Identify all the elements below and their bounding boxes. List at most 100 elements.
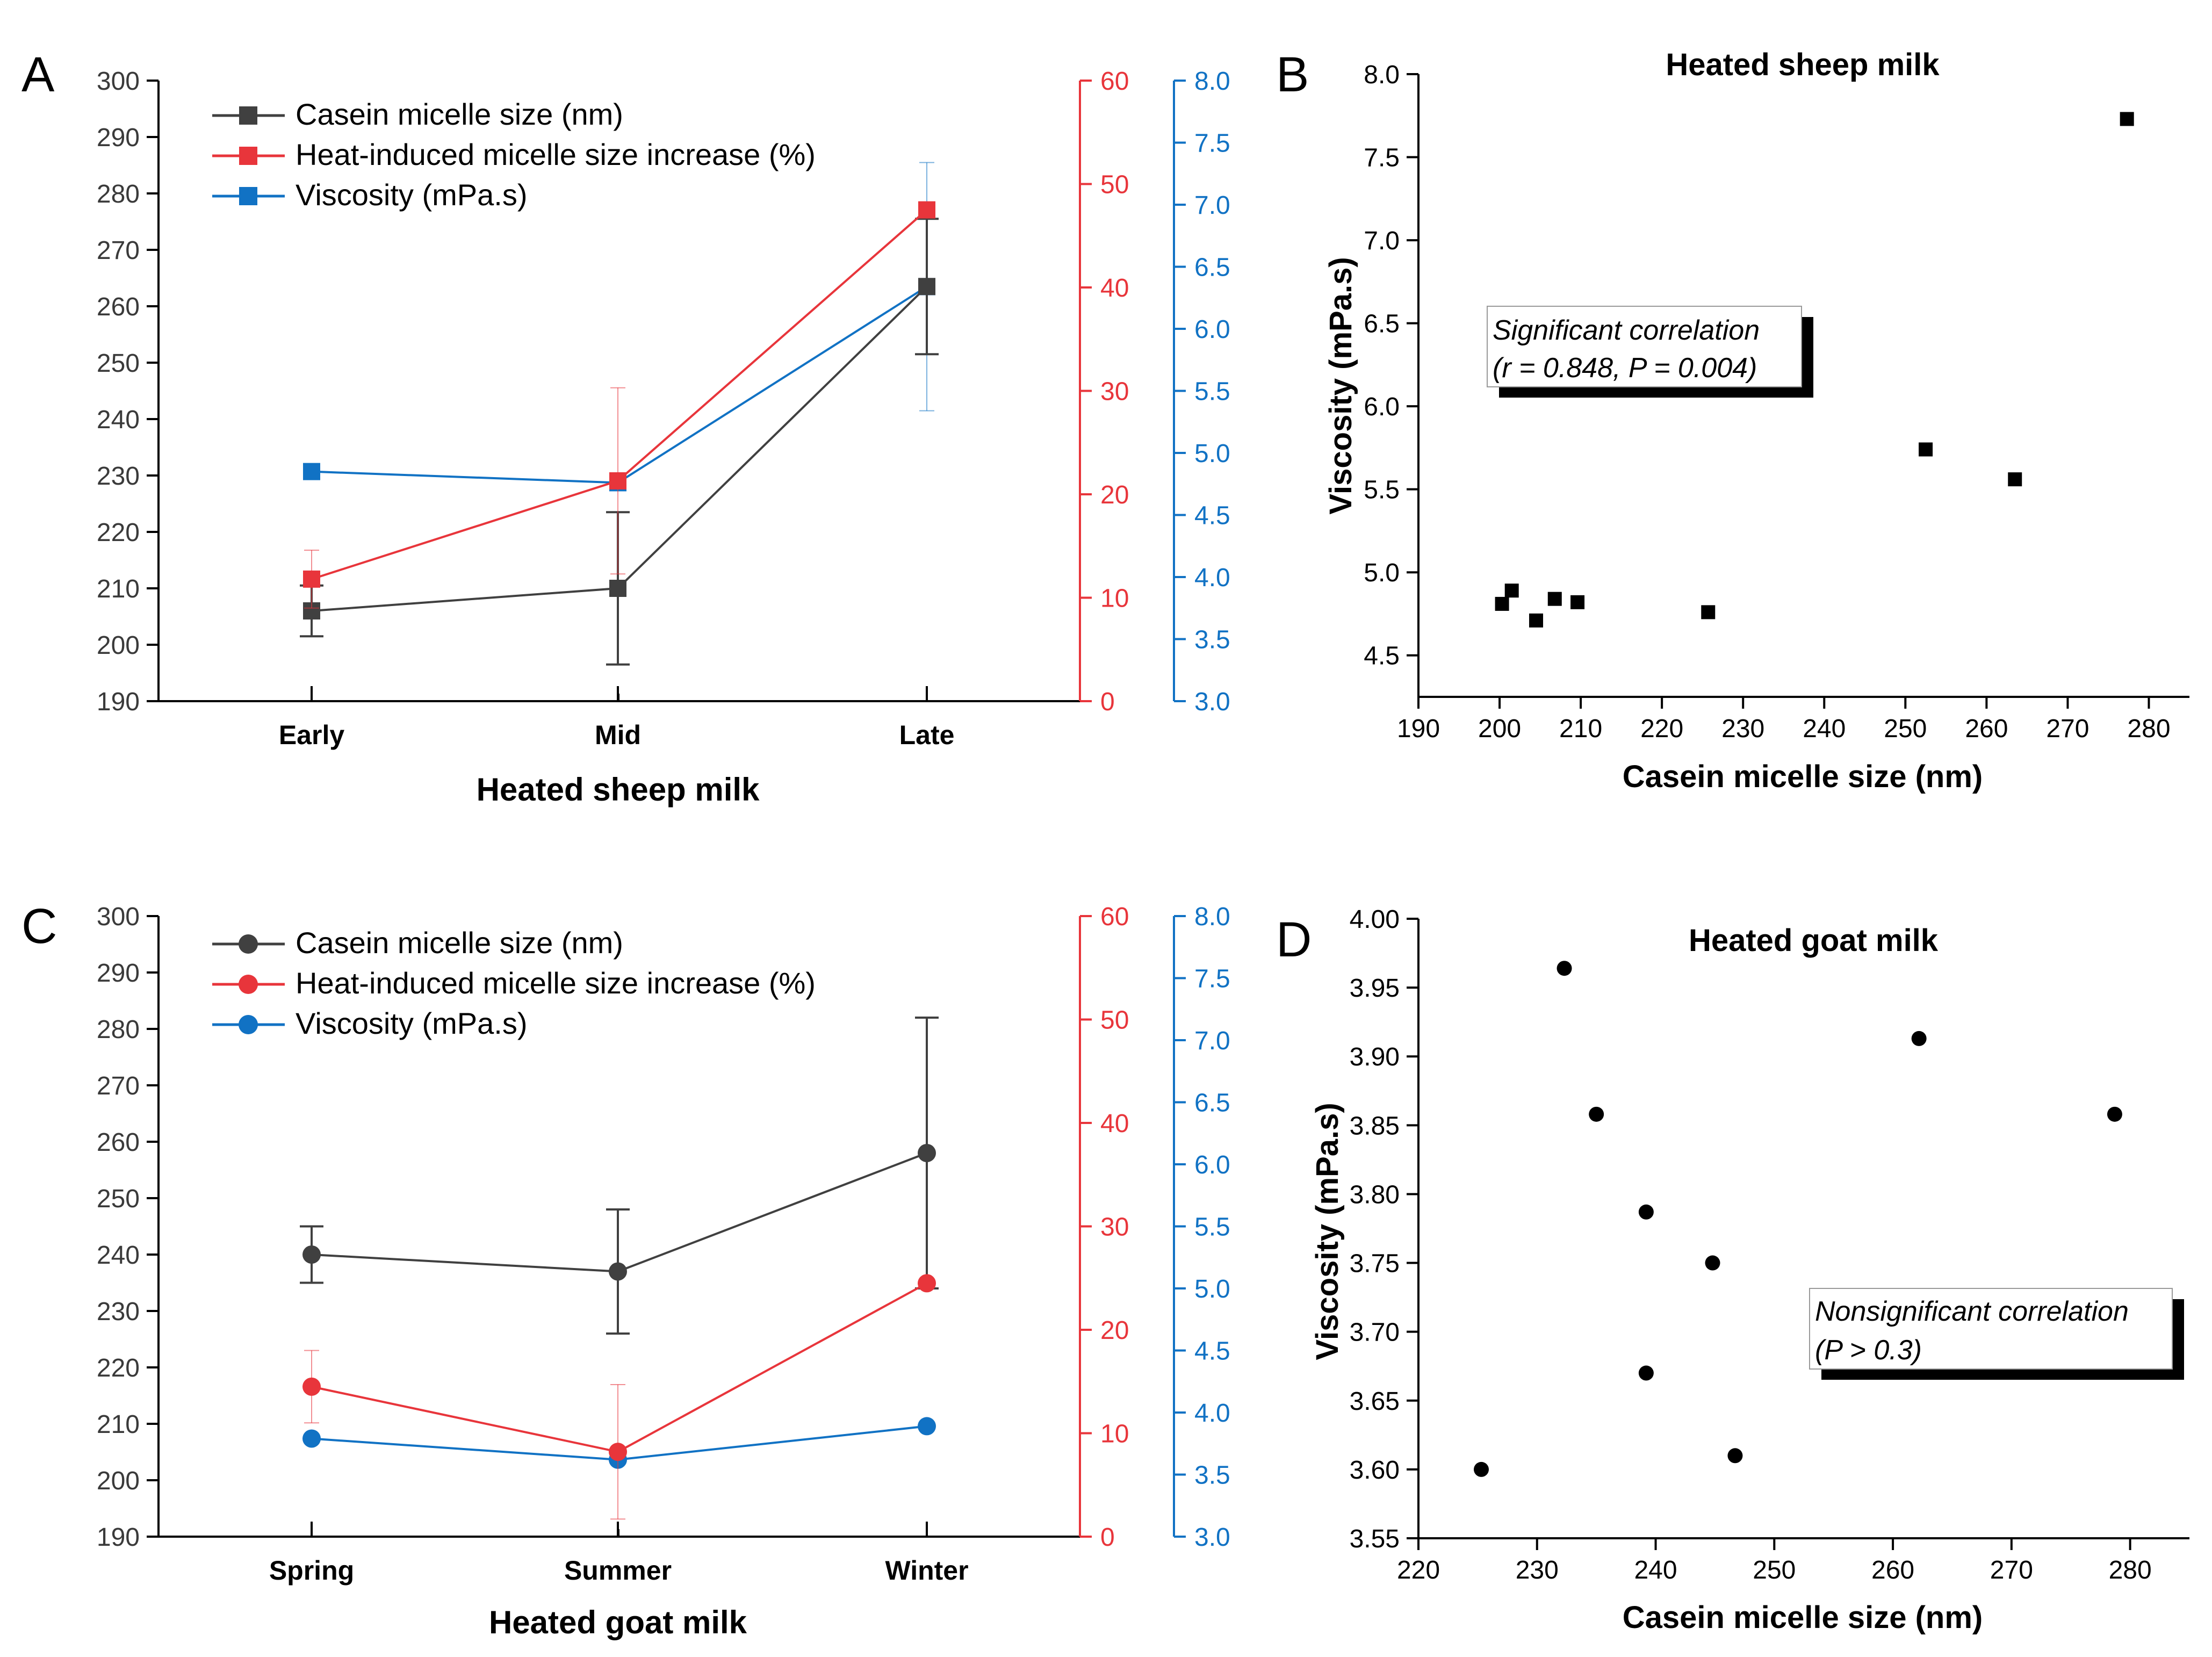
x-tick-label: Late — [899, 720, 955, 750]
panel-b-title: Heated sheep milk — [1666, 47, 1940, 82]
annotation-line-1: Significant correlation — [1493, 315, 1760, 346]
data-point — [1701, 605, 1716, 619]
y-tick-label: 5.5 — [1364, 476, 1400, 505]
legend-label-size: Casein micelle size (nm) — [296, 926, 623, 960]
y-tick-label: 6.0 — [1364, 393, 1400, 421]
data-point — [1589, 1106, 1604, 1122]
x-tick-label: 230 — [1516, 1556, 1559, 1584]
y-tick-label: 270 — [97, 1072, 140, 1100]
y-tick-label: 250 — [97, 1185, 140, 1213]
y-tick-label-red: 40 — [1100, 274, 1129, 302]
y-tick-label: 250 — [97, 349, 140, 378]
y-tick-label-blue: 7.0 — [1194, 191, 1230, 220]
y-tick-label-blue: 4.5 — [1194, 502, 1230, 530]
y-tick-label: 3.85 — [1350, 1112, 1400, 1140]
y-tick-label-blue: 6.0 — [1194, 1151, 1230, 1179]
y-tick-label-blue: 3.0 — [1194, 688, 1230, 716]
panel-b-ylabel: Viscosity (mPa.s) — [1323, 257, 1358, 514]
y-tick-label-blue: 6.5 — [1194, 1089, 1230, 1118]
data-point — [1727, 1448, 1743, 1464]
panel-b-annotation: Significant correlation (r = 0.848, P = … — [1487, 306, 1813, 398]
y-tick-label-blue: 3.0 — [1194, 1523, 1230, 1552]
y-tick-label: 240 — [97, 1241, 140, 1270]
annotation-line-1: Nonsignificant correlation — [1815, 1296, 2129, 1327]
data-point — [918, 1144, 936, 1162]
y-tick-label-blue: 4.5 — [1194, 1337, 1230, 1366]
y-tick-label-blue: 6.5 — [1194, 254, 1230, 282]
y-tick-label: 260 — [97, 1128, 140, 1157]
y-tick-label-blue: 8.0 — [1194, 67, 1230, 96]
y-tick-label: 200 — [97, 1467, 140, 1495]
data-point — [1638, 1365, 1654, 1381]
x-tick-label: 250 — [1753, 1556, 1796, 1584]
y-tick-label: 260 — [97, 293, 140, 321]
y-tick-label-red: 20 — [1100, 481, 1129, 509]
legend-label-increase: Heat-induced micelle size increase (%) — [296, 138, 816, 171]
y-tick-label-blue: 7.5 — [1194, 129, 1230, 158]
x-tick-label: 200 — [1478, 715, 1521, 743]
data-point — [1495, 596, 1509, 611]
y-tick-label: 300 — [97, 903, 140, 931]
data-point — [918, 1417, 936, 1436]
y-tick-label: 280 — [97, 180, 140, 208]
y-tick-label-red: 10 — [1100, 1420, 1129, 1449]
x-tick-label: 230 — [1721, 715, 1764, 743]
data-point — [1638, 1204, 1654, 1220]
panel-b-xlabel: Casein micelle size (nm) — [1623, 759, 1983, 794]
y-tick-label-blue: 5.5 — [1194, 378, 1230, 406]
y-tick-label: 5.0 — [1364, 559, 1400, 587]
y-tick-label: 230 — [97, 462, 140, 491]
panel-c: C Heated goat milk 190200210220230240250… — [21, 899, 1230, 1640]
y-tick-label: 210 — [97, 575, 140, 603]
legend-marker-viscosity — [239, 1015, 258, 1034]
y-tick-label: 3.95 — [1350, 974, 1400, 1003]
legend-label-viscosity: Viscosity (mPa.s) — [296, 178, 527, 212]
data-point — [302, 1245, 321, 1264]
data-point — [609, 580, 626, 597]
panel-d: D Heated goat milk Casein micelle size (… — [1276, 905, 2189, 1635]
data-point — [303, 463, 320, 480]
panel-d-xlabel: Casein micelle size (nm) — [1623, 1600, 1983, 1635]
data-point — [303, 570, 320, 588]
y-tick-label: 190 — [97, 1523, 140, 1552]
data-point — [2008, 472, 2022, 487]
data-point — [2107, 1106, 2122, 1122]
x-tick-label: 220 — [1397, 1556, 1440, 1584]
panel-d-title: Heated goat milk — [1689, 923, 1939, 958]
y-tick-label: 3.90 — [1350, 1043, 1400, 1071]
y-tick-label-red: 50 — [1100, 171, 1129, 199]
legend-label-viscosity: Viscosity (mPa.s) — [296, 1006, 527, 1040]
x-tick-label: 240 — [1803, 715, 1846, 743]
x-tick-label: Mid — [595, 720, 641, 750]
y-tick-label-red: 10 — [1100, 585, 1129, 613]
y-tick-label: 3.55 — [1350, 1525, 1400, 1553]
y-tick-label-red: 30 — [1100, 378, 1129, 406]
legend-marker-viscosity — [239, 187, 257, 205]
y-tick-label-red: 0 — [1100, 688, 1115, 716]
data-point — [1474, 1461, 1489, 1477]
y-tick-label-blue: 5.5 — [1194, 1213, 1230, 1242]
data-point — [1705, 1255, 1720, 1271]
panel-letter-d: D — [1276, 912, 1312, 967]
x-tick-label: 250 — [1884, 715, 1927, 743]
y-tick-label-blue: 3.5 — [1194, 626, 1230, 654]
x-tick-label: 240 — [1634, 1556, 1677, 1584]
data-point — [1557, 961, 1572, 976]
y-tick-label-blue: 5.0 — [1194, 1275, 1230, 1303]
y-tick-label-blue: 4.0 — [1194, 1399, 1230, 1428]
y-tick-label: 280 — [97, 1015, 140, 1044]
y-tick-label-red: 30 — [1100, 1213, 1129, 1242]
y-tick-label: 190 — [97, 688, 140, 716]
legend-label-increase: Heat-induced micelle size increase (%) — [296, 966, 816, 1000]
y-tick-label-blue: 3.5 — [1194, 1461, 1230, 1490]
y-tick-label: 220 — [97, 518, 140, 547]
legend-label-size: Casein micelle size (nm) — [296, 97, 623, 131]
y-tick-label: 7.0 — [1364, 227, 1400, 255]
y-tick-label: 290 — [97, 959, 140, 988]
annotation-line-2: (P > 0.3) — [1815, 1335, 1922, 1366]
x-tick-label: 280 — [2127, 715, 2170, 743]
data-point — [2120, 112, 2134, 126]
x-tick-label: Spring — [269, 1555, 354, 1586]
legend-marker-increase — [239, 975, 258, 994]
